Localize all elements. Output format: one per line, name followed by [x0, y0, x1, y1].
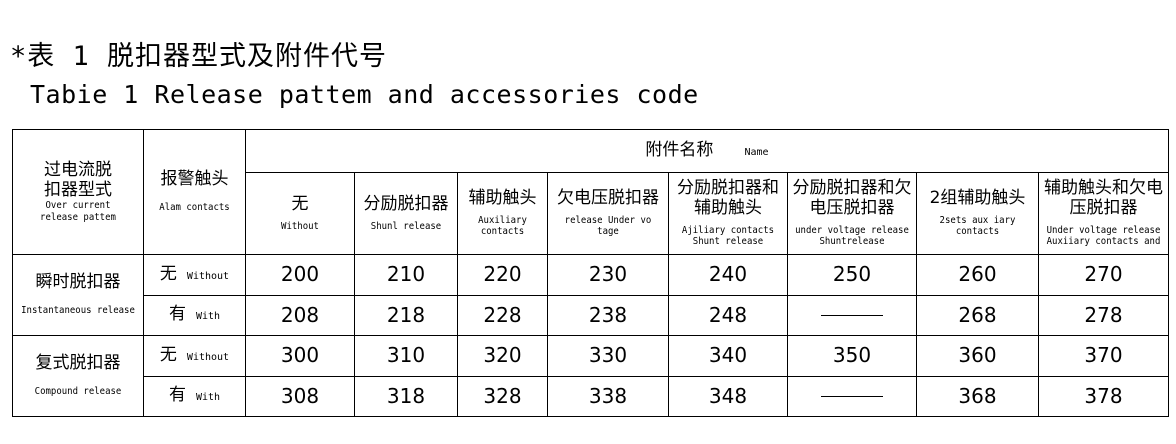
- release-accessories-table: 过电流脱扣器型式 Over current release pattem 报警触…: [12, 129, 1169, 417]
- code-cell: 248: [668, 294, 788, 336]
- code-cell: 300: [245, 335, 355, 377]
- alarm-cell: 有 With: [143, 375, 246, 417]
- code-cell: 210: [354, 254, 458, 296]
- code-cell: 308: [245, 375, 355, 417]
- code-cell: 228: [457, 294, 548, 336]
- code-cell: 320: [457, 335, 548, 377]
- alarm-cell: 无 Without: [143, 254, 246, 296]
- code-cell: 200: [245, 254, 355, 296]
- code-cell: 220: [457, 254, 548, 296]
- code-cell: 278: [1038, 294, 1169, 336]
- dash: [821, 396, 883, 398]
- header-accessory-name: 附件名称 Name: [245, 129, 1169, 173]
- code-cell: 318: [354, 375, 458, 417]
- header-alarm-contacts: 报警触头 Alam contacts: [143, 129, 246, 255]
- code-cell: 268: [916, 294, 1039, 336]
- code-cell: 310: [354, 335, 458, 377]
- code-cell: 378: [1038, 375, 1169, 417]
- header-accessory: 2组辅助触头 2sets aux iary contacts: [916, 172, 1039, 255]
- code-cell: 270: [1038, 254, 1169, 296]
- code-cell: 330: [547, 335, 669, 377]
- header-accessory: 分励脱扣器和辅助触头 Ajiliary contacts Shunt releas…: [668, 172, 788, 255]
- table-row: 有 With 308 318 328 338 348 368 378: [13, 375, 1169, 417]
- code-cell: 208: [245, 294, 355, 336]
- code-cell: 368: [916, 375, 1039, 417]
- header-accessory: 无 Without: [245, 172, 355, 255]
- header-accessory: 分励脱扣器和欠电压脱扣器 under voltage release Shuntr…: [787, 172, 917, 255]
- header-accessory: 辅助触头和欠电压脱扣器 Under voltage release Auxiiar…: [1038, 172, 1169, 255]
- header-release-pattern: 过电流脱扣器型式 Over current release pattem: [12, 129, 144, 255]
- alarm-cell: 无 Without: [143, 335, 246, 377]
- code-cell: 338: [547, 375, 669, 417]
- header-accessory: 欠电压脱扣器 release Under vo tage: [547, 172, 669, 255]
- table-row: 瞬时脱扣器 Instantaneous release 无 Without 200 210…: [12, 254, 1169, 336]
- code-cell: 238: [547, 294, 669, 336]
- code-cell: 340: [668, 335, 788, 377]
- code-cell: 260: [916, 254, 1039, 296]
- code-cell: 230: [547, 254, 669, 296]
- table-row: 复式脱扣器 Compound release 无 Without 300 310 320 33…: [12, 335, 1169, 417]
- code-cell: 240: [668, 254, 788, 296]
- table-title-cn: *表 1 脱扣器型式及附件代号: [10, 41, 388, 72]
- code-cell: 360: [916, 335, 1039, 377]
- code-cell: 250: [787, 254, 917, 296]
- alarm-cell: 有 With: [143, 294, 246, 336]
- code-cell: 218: [354, 294, 458, 336]
- code-cell-empty: [787, 375, 917, 417]
- code-cell-empty: [787, 294, 917, 336]
- table-title-en: Tabie 1 Release pattem and accessories c…: [30, 80, 699, 109]
- code-cell: 370: [1038, 335, 1169, 377]
- header-accessory: 辅助触头 Auxiliary contacts: [457, 172, 548, 255]
- release-type-cell: 瞬时脱扣器 Instantaneous release: [12, 254, 144, 336]
- dash: [821, 315, 883, 317]
- header-accessory: 分励脱扣器 Shunl release: [354, 172, 458, 255]
- code-cell: 350: [787, 335, 917, 377]
- code-cell: 348: [668, 375, 788, 417]
- code-cell: 328: [457, 375, 548, 417]
- table-row: 有 With 208 218 228 238 248 268 278: [13, 294, 1169, 336]
- release-type-cell: 复式脱扣器 Compound release: [12, 335, 144, 417]
